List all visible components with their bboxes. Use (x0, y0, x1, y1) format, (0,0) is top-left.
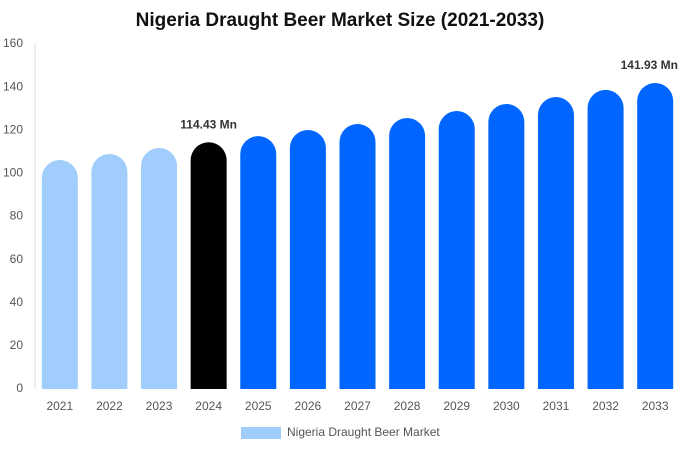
y-tick-label: 140 (3, 79, 23, 93)
x-tick-label: 2024 (195, 399, 222, 413)
bar (637, 82, 674, 389)
x-tick-label: 2033 (642, 399, 669, 413)
bar (289, 130, 326, 389)
bar (41, 160, 78, 389)
y-tick-label: 100 (3, 166, 23, 180)
x-tick-label: 2031 (543, 399, 570, 413)
y-tick-label: 20 (10, 338, 24, 352)
bar (339, 123, 376, 389)
bar (438, 111, 475, 389)
x-tick-label: 2032 (592, 399, 619, 413)
x-tick-label: 2029 (443, 399, 470, 413)
x-tick-label: 2027 (344, 399, 371, 413)
x-tick-label: 2028 (394, 399, 421, 413)
x-tick-label: 2022 (96, 399, 123, 413)
x-tick-label: 2030 (493, 399, 520, 413)
x-tick-label: 2026 (295, 399, 322, 413)
bar (488, 103, 525, 389)
bar (240, 136, 277, 389)
x-tick-label: 2025 (245, 399, 272, 413)
y-tick-label: 40 (10, 295, 24, 309)
legend-label: Nigeria Draught Beer Market (287, 425, 440, 439)
y-tick-label: 160 (3, 36, 23, 50)
bar (537, 97, 574, 389)
chart-title: Nigeria Draught Beer Market Size (2021-2… (136, 10, 545, 31)
y-tick-label: 80 (10, 209, 24, 223)
data-label: 141.93 Mn (621, 58, 678, 72)
legend-swatch (241, 427, 281, 439)
bar (141, 147, 178, 389)
x-tick-label: 2021 (46, 399, 73, 413)
bar (91, 153, 128, 389)
x-tick-label: 2023 (146, 399, 173, 413)
bar (587, 89, 624, 389)
data-label: 114.43 Mn (180, 117, 237, 131)
y-tick-label: 0 (16, 381, 23, 395)
y-tick-label: 120 (3, 122, 23, 136)
y-tick-label: 60 (10, 252, 24, 266)
bar (389, 117, 426, 389)
bar (190, 142, 227, 389)
